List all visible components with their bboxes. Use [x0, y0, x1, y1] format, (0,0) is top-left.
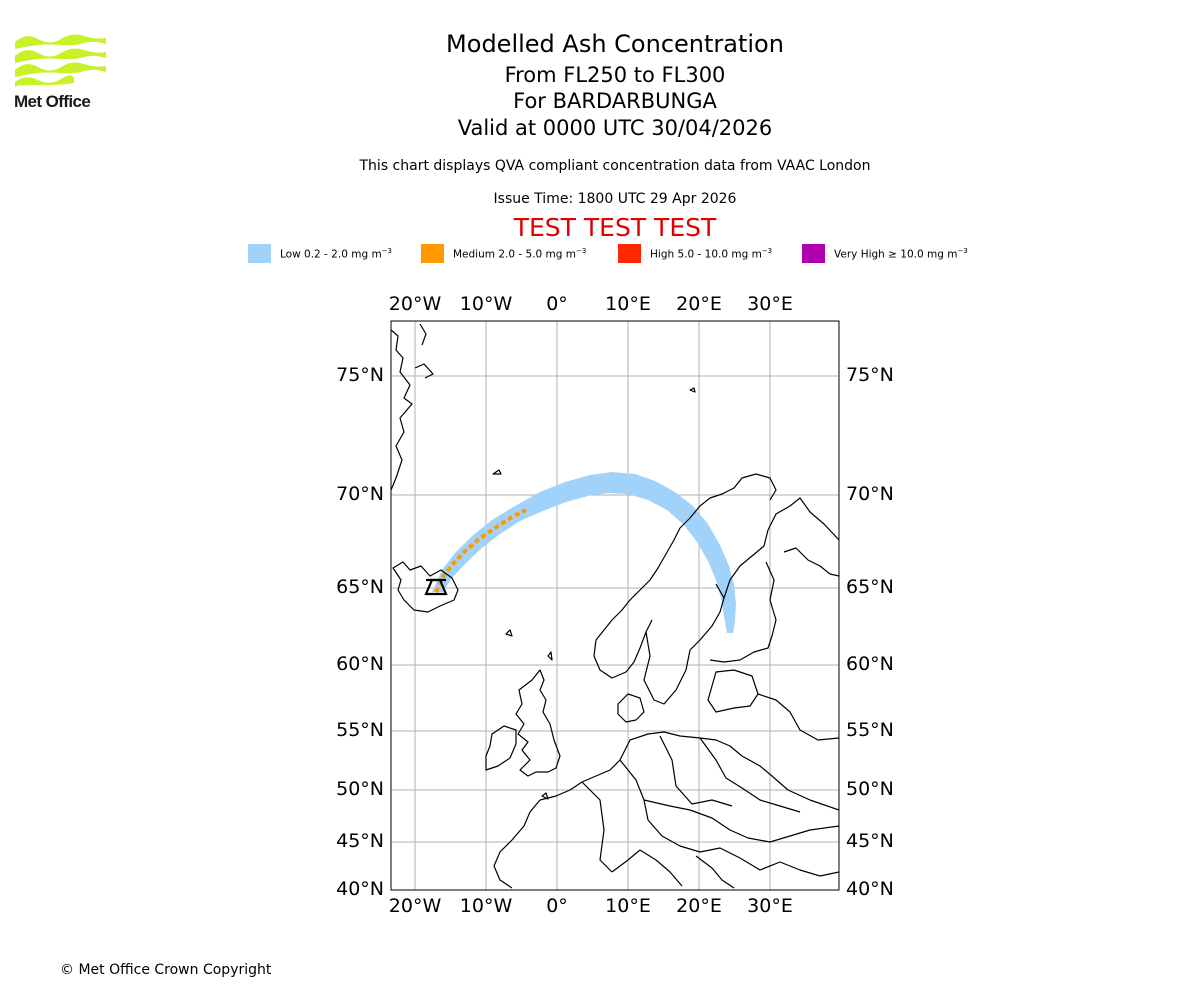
right-lat-labels: 75°N 70°N 65°N 60°N 55°N 50°N 45°N 40°N: [846, 364, 894, 900]
valid-time: Valid at 0000 UTC 30/04/2026: [457, 116, 773, 140]
lat-label-right-45n: 45°N: [846, 830, 894, 852]
map-frame: [390, 320, 840, 891]
legend-swatch-high: [618, 244, 641, 263]
volcano-marker: [424, 578, 448, 596]
lat-label-left-65n: 65°N: [336, 576, 384, 598]
lat-label-right-70n: 70°N: [846, 483, 894, 505]
lat-label-left-50n: 50°N: [336, 778, 384, 800]
met-office-waves-icon: [15, 34, 106, 88]
flight-level-range: From FL250 to FL300: [504, 63, 726, 87]
lon-label-bottom-30e: 30°E: [747, 895, 793, 917]
left-lat-labels: 75°N 70°N 65°N 60°N 55°N 50°N 45°N 40°N: [336, 364, 384, 900]
lon-label-top-10w: 10°W: [460, 293, 513, 315]
map-frame-bg: [391, 321, 839, 890]
issue-time: Issue Time: 1800 UTC 29 Apr 2026: [493, 191, 737, 207]
coastlines: [391, 323, 839, 889]
lon-label-top-30e: 30°E: [747, 293, 793, 315]
volcano-name: For BARDARBUNGA: [513, 89, 717, 113]
lat-label-left-60n: 60°N: [336, 653, 384, 675]
legend-item-high: High 5.0 - 10.0 mg m−3: [618, 244, 772, 263]
lat-label-right-50n: 50°N: [846, 778, 894, 800]
legend-item-very-high: Very High ≥ 10.0 mg m−3: [802, 244, 968, 263]
lon-label-top-0: 0°: [546, 293, 568, 315]
lon-label-top-20w: 20°W: [389, 293, 442, 315]
copyright-notice: © Met Office Crown Copyright: [60, 962, 272, 978]
chart-title: Modelled Ash Concentration: [446, 30, 784, 58]
legend-swatch-low: [248, 244, 271, 263]
legend-item-medium: Medium 2.0 - 5.0 mg m−3: [421, 244, 586, 263]
lon-label-bottom-20e: 20°E: [676, 895, 722, 917]
ash-plume-medium: [434, 508, 527, 593]
lon-label-bottom-0: 0°: [546, 895, 568, 917]
lon-label-top-20e: 20°E: [676, 293, 722, 315]
logo-text: Met Office: [14, 92, 91, 111]
lat-label-left-75n: 75°N: [336, 364, 384, 386]
legend-item-low: Low 0.2 - 2.0 mg m−3: [248, 244, 392, 263]
chart-description: This chart displays QVA compliant concen…: [359, 158, 871, 174]
test-banner: TEST TEST TEST: [513, 213, 717, 242]
ash-plume-low: [432, 472, 736, 633]
lat-label-right-75n: 75°N: [846, 364, 894, 386]
lon-label-top-10e: 10°E: [605, 293, 651, 315]
bottom-lon-labels: 20°W 10°W 0° 10°E 20°E 30°E: [389, 895, 793, 917]
met-office-logo: Met Office: [14, 30, 108, 112]
lat-label-right-55n: 55°N: [846, 719, 894, 741]
graticule: [391, 321, 839, 890]
lat-label-right-60n: 60°N: [846, 653, 894, 675]
lon-label-bottom-10e: 10°E: [605, 895, 651, 917]
legend-swatch-very-high: [802, 244, 825, 263]
lon-label-bottom-20w: 20°W: [389, 895, 442, 917]
lat-label-left-70n: 70°N: [336, 483, 384, 505]
lat-label-left-40n: 40°N: [336, 878, 384, 900]
lon-label-bottom-10w: 10°W: [460, 895, 513, 917]
lat-label-left-45n: 45°N: [336, 830, 384, 852]
concentration-legend: Low 0.2 - 2.0 mg m−3 Medium 2.0 - 5.0 mg…: [0, 244, 1200, 266]
top-lon-labels: 20°W 10°W 0° 10°E 20°E 30°E: [389, 293, 793, 315]
legend-swatch-medium: [421, 244, 444, 263]
lat-label-right-40n: 40°N: [846, 878, 894, 900]
lat-label-left-55n: 55°N: [336, 719, 384, 741]
lat-label-right-65n: 65°N: [846, 576, 894, 598]
